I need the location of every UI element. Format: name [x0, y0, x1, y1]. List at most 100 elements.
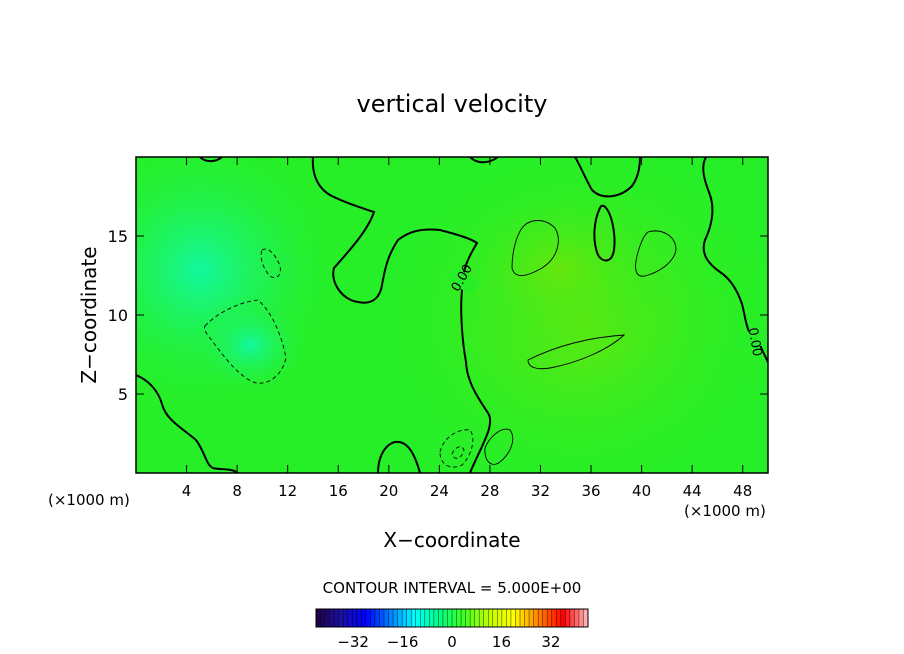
- colorbar: [315, 608, 589, 628]
- x-unit-left: (×1000 m): [48, 491, 130, 509]
- colorbar-cell: [356, 609, 362, 627]
- plot-area: 0.00 0.00: [136, 157, 768, 473]
- colorbar-cell: [470, 609, 475, 627]
- zero-contour-southwest: [136, 374, 239, 473]
- negative-region-core: [190, 295, 310, 395]
- colorbar-cell: [388, 609, 394, 627]
- positive-contours: [484, 220, 677, 465]
- colorbar-tick-label: −32: [337, 633, 369, 651]
- y-tick-label: 5: [118, 385, 128, 404]
- colorbar-cell: [442, 609, 448, 627]
- colorbar-cell: [574, 609, 580, 627]
- colorbar-cell: [415, 609, 421, 627]
- colorbar-cell: [465, 609, 471, 627]
- colorbar-cell: [429, 609, 435, 627]
- colorbar-cell: [393, 609, 398, 627]
- colorbar-cell: [524, 609, 530, 627]
- y-axis-label: Z−coordinate: [77, 246, 101, 383]
- positive-contour-east: [635, 230, 677, 277]
- colorbar-cell: [411, 609, 417, 627]
- colorbar-cell: [406, 609, 412, 627]
- x-tick-label: 48: [733, 482, 752, 500]
- positive-contour-upper: [511, 220, 559, 276]
- positive-contour-band: [527, 334, 626, 370]
- colorbar-cell: [461, 609, 466, 627]
- colorbar-cell: [551, 609, 557, 627]
- zero-label-bg-1: [445, 266, 480, 296]
- x-axis-label: X−coordinate: [383, 528, 520, 552]
- x-tick-label: 28: [480, 482, 499, 500]
- colorbar-cell: [402, 609, 407, 627]
- colorbar-cell: [320, 609, 326, 627]
- colorbar-cell: [556, 609, 562, 627]
- x-tick-label: 12: [278, 482, 297, 500]
- colorbar-cell: [338, 609, 344, 627]
- y-axis-ticks: 5 10 15: [108, 227, 768, 404]
- colorbar-cell: [547, 609, 553, 627]
- zero-contour-top-left: [199, 157, 223, 163]
- chart-title: vertical velocity: [357, 90, 548, 118]
- colorbar-tick-label: 32: [541, 633, 560, 651]
- colorbar-cell: [538, 609, 543, 627]
- colorbar-cell: [479, 609, 485, 627]
- colorbar-cell: [520, 609, 525, 627]
- colorbar-cell: [542, 609, 548, 627]
- colorbar-cell: [379, 609, 385, 627]
- positive-region-core: [450, 180, 670, 360]
- colorbar-cell: [347, 609, 353, 627]
- colorbar-cell: [565, 609, 571, 627]
- negative-contours: [204, 248, 474, 468]
- colorbar-frame: [315, 608, 589, 628]
- colorbar-cell: [424, 609, 430, 627]
- x-tick-label: 36: [581, 482, 600, 500]
- colorbar-cell: [515, 609, 521, 627]
- colorbar-ticks: −32 −16 0 16 32: [337, 633, 560, 651]
- y-tick-label: 15: [108, 227, 128, 246]
- colorbar-cell: [501, 609, 507, 627]
- colorbar-cell: [374, 609, 380, 627]
- contour-interval-text: CONTOUR INTERVAL = 5.000E+00: [323, 579, 582, 597]
- colorbar-cell: [488, 609, 494, 627]
- colorbar-cell: [569, 609, 575, 627]
- colorbar-cell: [397, 609, 403, 627]
- x-tick-label: 20: [379, 482, 398, 500]
- colorbar-cell: [578, 609, 584, 627]
- x-tick-label: 44: [683, 482, 702, 500]
- x-tick-label: 16: [329, 482, 348, 500]
- colorbar-tick-label: −16: [387, 633, 419, 651]
- colorbar-cell: [325, 609, 330, 627]
- colorbar-cell: [334, 609, 339, 627]
- colorbar-cell: [510, 609, 516, 627]
- colorbar-cell: [506, 609, 512, 627]
- x-axis-ticks: 4 8 12 16 20 24 28 32 36 40 44 48: [182, 157, 752, 500]
- colorbar-cell: [447, 609, 453, 627]
- zero-contour-ring: [593, 204, 616, 262]
- colorbar-cell: [583, 609, 589, 627]
- y-tick-label: 10: [108, 306, 128, 325]
- colorbar-cell: [433, 609, 439, 627]
- colorbar-tick-label: 0: [447, 633, 457, 651]
- colorbar-cell: [370, 609, 376, 627]
- x-unit-right: (×1000 m): [684, 502, 766, 520]
- colorbar-cell: [438, 609, 444, 627]
- colorbar-cell: [365, 609, 371, 627]
- colorbar-cell: [420, 609, 426, 627]
- zero-contour-main: [311, 157, 492, 473]
- colorbar-cell: [456, 609, 462, 627]
- colorbar-cell: [352, 609, 358, 627]
- colorbar-cell: [452, 609, 457, 627]
- positive-contour-south: [484, 428, 514, 465]
- colorbar-cell: [497, 609, 503, 627]
- negative-contour-south-inner: [451, 446, 465, 459]
- colorbar-tick-label: 16: [492, 633, 511, 651]
- colorbar-cell: [361, 609, 367, 627]
- colorbar-cell: [343, 609, 349, 627]
- negative-contour-main: [204, 299, 287, 384]
- colorbar-cell: [483, 609, 489, 627]
- x-tick-label: 8: [232, 482, 242, 500]
- colorbar-cell: [492, 609, 498, 627]
- zero-contour-south: [377, 440, 421, 473]
- negative-contour-small: [260, 248, 281, 278]
- colorbar-cell: [533, 609, 539, 627]
